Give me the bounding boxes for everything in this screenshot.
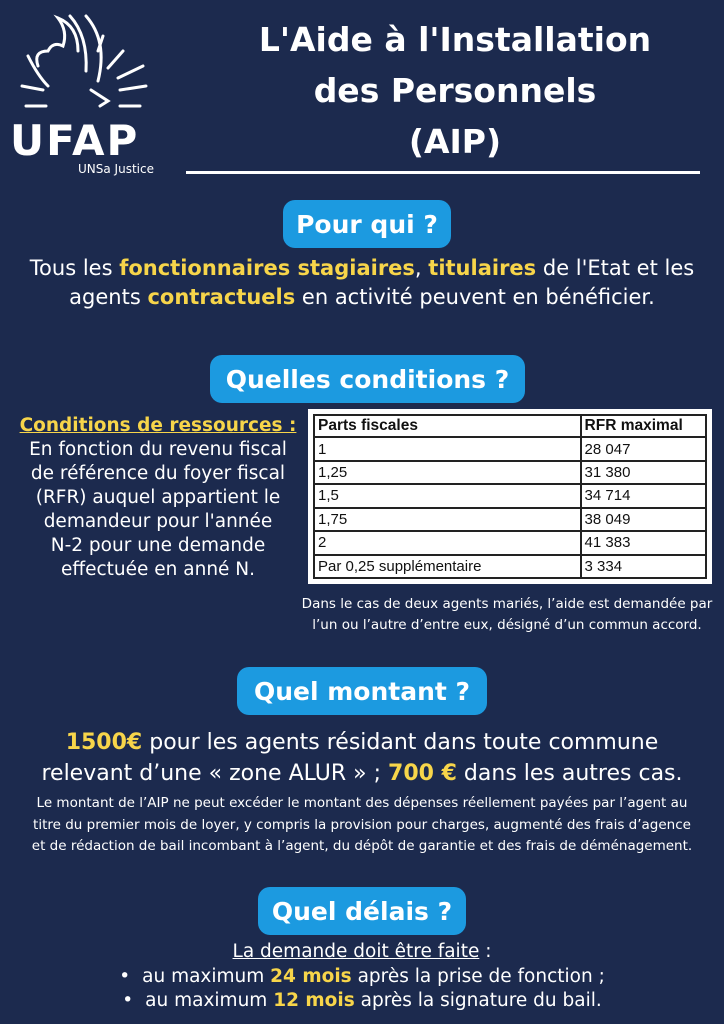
highlight-text: 24 mois bbox=[270, 965, 352, 987]
table-cell: 2 bbox=[313, 530, 582, 556]
rfr-table: Parts fiscales RFR maximal 1 28 047 1,25 31 … bbox=[308, 409, 712, 584]
text-line: effectuée en anné N. bbox=[60, 559, 256, 580]
text-segment: au maximum bbox=[142, 965, 271, 987]
text-line: 1500€ pour les agents résidant dans tout… bbox=[0, 727, 724, 758]
table-cell: 3 334 bbox=[579, 553, 708, 580]
table-row: 1 28 047 bbox=[313, 436, 708, 462]
highlight-text: titulaires bbox=[428, 256, 537, 280]
text-line: Dans le cas de deux agents mariés, l’aid… bbox=[301, 596, 713, 612]
list-item: au maximum 24 mois après la prise de fon… bbox=[0, 965, 724, 990]
table-cell: 1,75 bbox=[313, 506, 582, 533]
text-line: l’un ou l’autre d’entre eux, désigné d’u… bbox=[312, 617, 702, 633]
ufap-logo: UFAP UNSa Justice bbox=[8, 6, 178, 181]
text-segment: au maximum bbox=[145, 990, 274, 1011]
heading-montant: Quel montant ? bbox=[237, 667, 487, 715]
table-row: 1,75 38 049 bbox=[313, 506, 708, 533]
text-segment: après la signature du bail. bbox=[354, 990, 602, 1011]
highlight-text: 700 € bbox=[388, 761, 457, 786]
text-segment: Tous les bbox=[29, 256, 120, 280]
title-line: des Personnels bbox=[313, 71, 597, 110]
text-line: Tous les fonctionnaires stagiaires, titu… bbox=[0, 254, 724, 283]
heading-delais: Quel délais ? bbox=[258, 887, 466, 935]
highlight-text: 12 mois bbox=[273, 990, 355, 1011]
text-line: et de rédaction de bail incombant à l’ag… bbox=[31, 838, 693, 854]
table-cell: 31 380 bbox=[579, 459, 708, 486]
column-header: Parts fiscales bbox=[313, 413, 582, 439]
table-row: 1,25 31 380 bbox=[313, 459, 708, 486]
column-header: RFR maximal bbox=[579, 413, 708, 439]
table-cell: 38 049 bbox=[579, 506, 708, 533]
title-divider bbox=[186, 171, 700, 174]
text-segment: agents bbox=[69, 285, 148, 309]
text-segment: après la prise de fonction ; bbox=[351, 965, 605, 987]
title-line: (AIP) bbox=[408, 122, 502, 161]
text-line: Le montant de l’AIP ne peut excéder le m… bbox=[36, 795, 688, 811]
text-segment: relevant d’une « zone ALUR » ; bbox=[41, 761, 389, 786]
highlight-text: 1500€ bbox=[65, 730, 143, 755]
table-cell: 41 383 bbox=[579, 530, 708, 556]
text-segment: de l'Etat et les bbox=[536, 256, 695, 280]
text-line: En fonction du revenu fiscal bbox=[29, 439, 287, 460]
table-cell: Par 0,25 supplémentaire bbox=[313, 553, 582, 580]
highlight-text: contractuels bbox=[147, 285, 296, 309]
text-segment: pour les agents résidant dans toute comm… bbox=[142, 730, 659, 755]
text-line: titre du premier mois de loyer, y compri… bbox=[33, 816, 691, 833]
table-cell: 1 bbox=[313, 436, 582, 462]
text-line: de référence du foyer fiscal bbox=[30, 463, 286, 484]
text-line: relevant d’une « zone ALUR » ; 700 € dan… bbox=[0, 758, 724, 789]
logo-wordmark: UFAP bbox=[10, 116, 140, 165]
intro-text: La demande doit être faite bbox=[232, 941, 480, 962]
married-note: Dans le cas de deux agents mariés, l’aid… bbox=[290, 594, 724, 636]
conditions-text: Conditions de ressources : En fonction d… bbox=[6, 414, 310, 582]
montant-detail: Le montant de l’AIP ne peut excéder le m… bbox=[0, 793, 724, 858]
table-cell: 1,25 bbox=[313, 459, 582, 486]
conditions-subheading: Conditions de ressources : bbox=[19, 415, 297, 436]
highlight-text: fonctionnaires stagiaires bbox=[119, 256, 415, 280]
text-segment: en activité peuvent en bénéficier. bbox=[295, 285, 655, 309]
table-header-row: Parts fiscales RFR maximal bbox=[313, 413, 708, 439]
text-line: (RFR) auquel appartient le bbox=[35, 487, 281, 508]
table-cell: 34 714 bbox=[579, 483, 708, 509]
page-title: L'Aide à l'Installation des Personnels (… bbox=[185, 14, 724, 167]
flame-dove-icon bbox=[20, 14, 148, 108]
pour-qui-text: Tous les fonctionnaires stagiaires, titu… bbox=[0, 254, 724, 312]
title-line: L'Aide à l'Installation bbox=[258, 20, 652, 59]
text-line: demandeur pour l'année bbox=[43, 511, 273, 532]
logo-subtitle: UNSa Justice bbox=[78, 162, 154, 176]
table-row: 1,5 34 714 bbox=[313, 483, 708, 509]
table-cell: 1,5 bbox=[313, 483, 582, 509]
delais-text: La demande doit être faite : au maximum … bbox=[0, 940, 724, 1014]
text-segment: , bbox=[414, 256, 429, 280]
table-row: 2 41 383 bbox=[313, 530, 708, 556]
text-segment: dans les autres cas. bbox=[456, 761, 683, 786]
text-line: agents contractuels en activité peuvent … bbox=[0, 283, 724, 312]
text-line: N-2 pour une demande bbox=[50, 535, 266, 556]
delais-intro: La demande doit être faite : bbox=[0, 940, 724, 965]
table-row: Par 0,25 supplémentaire 3 334 bbox=[313, 553, 708, 580]
intro-colon: : bbox=[479, 941, 492, 962]
heading-pour-qui: Pour qui ? bbox=[283, 200, 451, 248]
list-item: au maximum 12 mois après la signature du… bbox=[0, 989, 724, 1014]
table-cell: 28 047 bbox=[579, 436, 708, 462]
montant-text: 1500€ pour les agents résidant dans tout… bbox=[0, 727, 724, 789]
heading-conditions: Quelles conditions ? bbox=[210, 355, 525, 403]
